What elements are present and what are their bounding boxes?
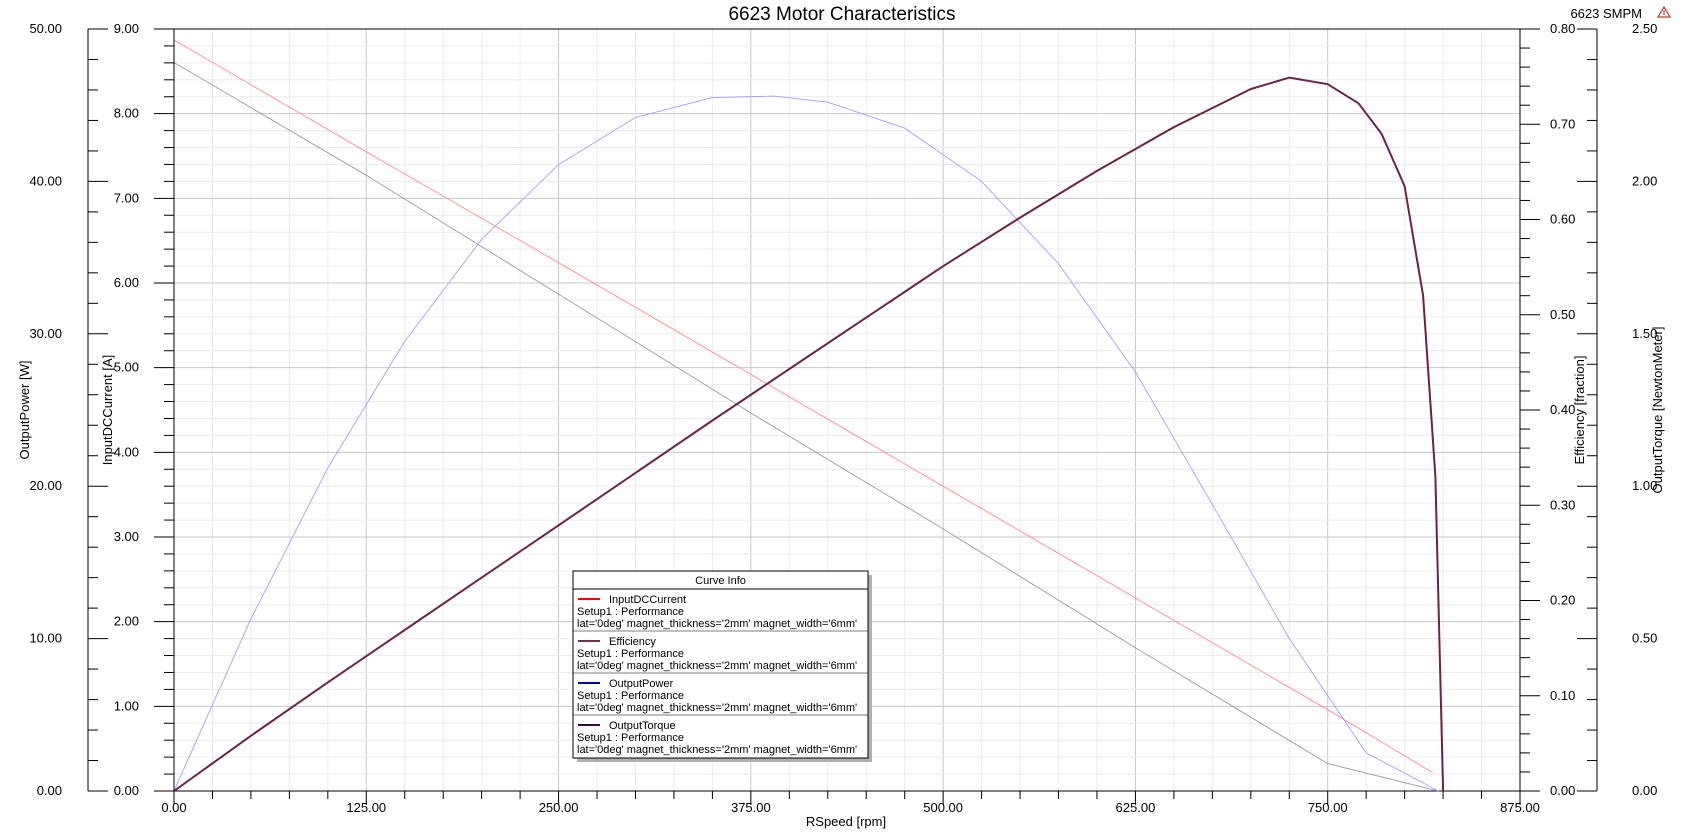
- legend-setup-line: Setup1 : Performance: [577, 732, 684, 744]
- current-tick-label: 8.00: [114, 106, 139, 121]
- current-axis-label: InputDCCurrent [A]: [100, 355, 115, 466]
- legend-series-name: OutputPower: [609, 678, 674, 690]
- current-tick-label: 1.00: [114, 698, 139, 713]
- current-tick-label: 6.00: [114, 275, 139, 290]
- current-tick-label: 4.00: [114, 444, 139, 459]
- series-line-outputtorque: [173, 62, 1439, 792]
- x-tick-label: 0.00: [161, 800, 186, 815]
- power-tick-label: 40.00: [29, 173, 62, 188]
- legend-params-line: lat='0deg' magnet_thickness='2mm' magnet…: [577, 744, 857, 756]
- efficiency-tick-label: 0.70: [1550, 116, 1575, 131]
- legend-series-name: OutputTorque: [609, 720, 676, 732]
- legend-setup-line: Setup1 : Performance: [577, 690, 684, 702]
- efficiency-axis-label: Efficiency [fraction]: [1572, 356, 1587, 465]
- legend-series-name: Efficiency: [609, 636, 656, 648]
- current-tick-label: 0.00: [114, 783, 139, 798]
- current-tick-label: 7.00: [114, 190, 139, 205]
- corner-label: 6623 SMPM: [1570, 6, 1642, 21]
- power-tick-label: 30.00: [29, 326, 62, 341]
- torque-axis: 0.00 0.50 1.00 1.50 2.00 2.50: [1577, 21, 1657, 798]
- corner-arrow-icon[interactable]: [1656, 5, 1672, 18]
- torque-tick-label: 0.50: [1632, 631, 1657, 646]
- x-tick-label: 125.00: [346, 800, 386, 815]
- efficiency-tick-label: 0.10: [1550, 688, 1575, 703]
- power-axis-label: OutputPower [W]: [17, 361, 32, 460]
- efficiency-tick-label: 0.00: [1550, 783, 1575, 798]
- x-tick-label: 375.00: [731, 800, 771, 815]
- legend-params-line: lat='0deg' magnet_thickness='2mm' magnet…: [577, 702, 857, 714]
- series-line-outputpower: [173, 95, 1439, 792]
- efficiency-tick-label: 0.40: [1550, 402, 1575, 417]
- efficiency-tick-label: 0.50: [1550, 307, 1575, 322]
- efficiency-tick-label: 0.60: [1550, 212, 1575, 227]
- x-tick-label: 750.00: [1308, 800, 1348, 815]
- torque-tick-label: 2.00: [1632, 173, 1657, 188]
- series-layer: [173, 39, 1445, 792]
- x-tick-label: 500.00: [923, 800, 963, 815]
- legend-box: [572, 570, 869, 759]
- current-tick-label: 3.00: [114, 529, 139, 544]
- legend-setup-line: Setup1 : Performance: [577, 606, 684, 618]
- legend-setup-line: Setup1 : Performance: [577, 648, 684, 660]
- current-tick-label: 9.00: [114, 21, 139, 36]
- series-line-inputdccurrent: [173, 39, 1433, 773]
- x-tick-label: 625.00: [1116, 800, 1156, 815]
- current-tick-label: 5.00: [114, 360, 139, 375]
- efficiency-tick-label: 0.80: [1550, 21, 1575, 36]
- legend-params-line: lat='0deg' magnet_thickness='2mm' magnet…: [577, 618, 857, 630]
- series-line-efficiency: [173, 76, 1445, 792]
- torque-tick-label: 1.00: [1632, 478, 1657, 493]
- power-tick-label: 0.00: [37, 783, 62, 798]
- x-tick-label: 250.00: [539, 800, 579, 815]
- efficiency-axis: 0.00 0.10 0.20 0.30 0.40 0.50 0.60 0.70 0.80: [1519, 21, 1575, 798]
- current-tick-label: 2.00: [114, 614, 139, 629]
- axes-layer: 0.00 10.00 20.00 30.00 40.00 50.00 0.00 1.00 2.0…: [29, 21, 1657, 815]
- x-axis-label: RSpeed [rpm]: [806, 814, 886, 829]
- power-tick-label: 50.00: [29, 21, 62, 36]
- grid: [173, 28, 1521, 792]
- power-tick-label: 20.00: [29, 478, 62, 493]
- chart-title: 6623 Motor Characteristics: [728, 4, 955, 25]
- power-axis: 0.00 10.00 20.00 30.00 40.00 50.00: [29, 21, 108, 798]
- power-tick-label: 10.00: [29, 631, 62, 646]
- efficiency-tick-label: 0.20: [1550, 593, 1575, 608]
- torque-tick-label: 1.50: [1632, 326, 1657, 341]
- torque-axis-label: OutputTorque [NewtonMeter]: [1650, 327, 1665, 494]
- efficiency-tick-label: 0.30: [1550, 497, 1575, 512]
- legend-params-line: lat='0deg' magnet_thickness='2mm' magnet…: [577, 660, 857, 672]
- torque-tick-label: 2.50: [1632, 21, 1657, 36]
- current-axis: 0.00 1.00 2.00 3.00 4.00 5.00 6.00 7.00 8.00 9.00: [114, 21, 175, 798]
- x-tick-label: 875.00: [1500, 800, 1540, 815]
- legend-title: Curve Info: [695, 575, 746, 587]
- legend-series-name: InputDCCurrent: [609, 594, 686, 606]
- torque-tick-label: 0.00: [1632, 783, 1657, 798]
- x-axis: 0.00 125.00 250.00 375.00 500.00 625.00 750.00…: [161, 791, 1540, 815]
